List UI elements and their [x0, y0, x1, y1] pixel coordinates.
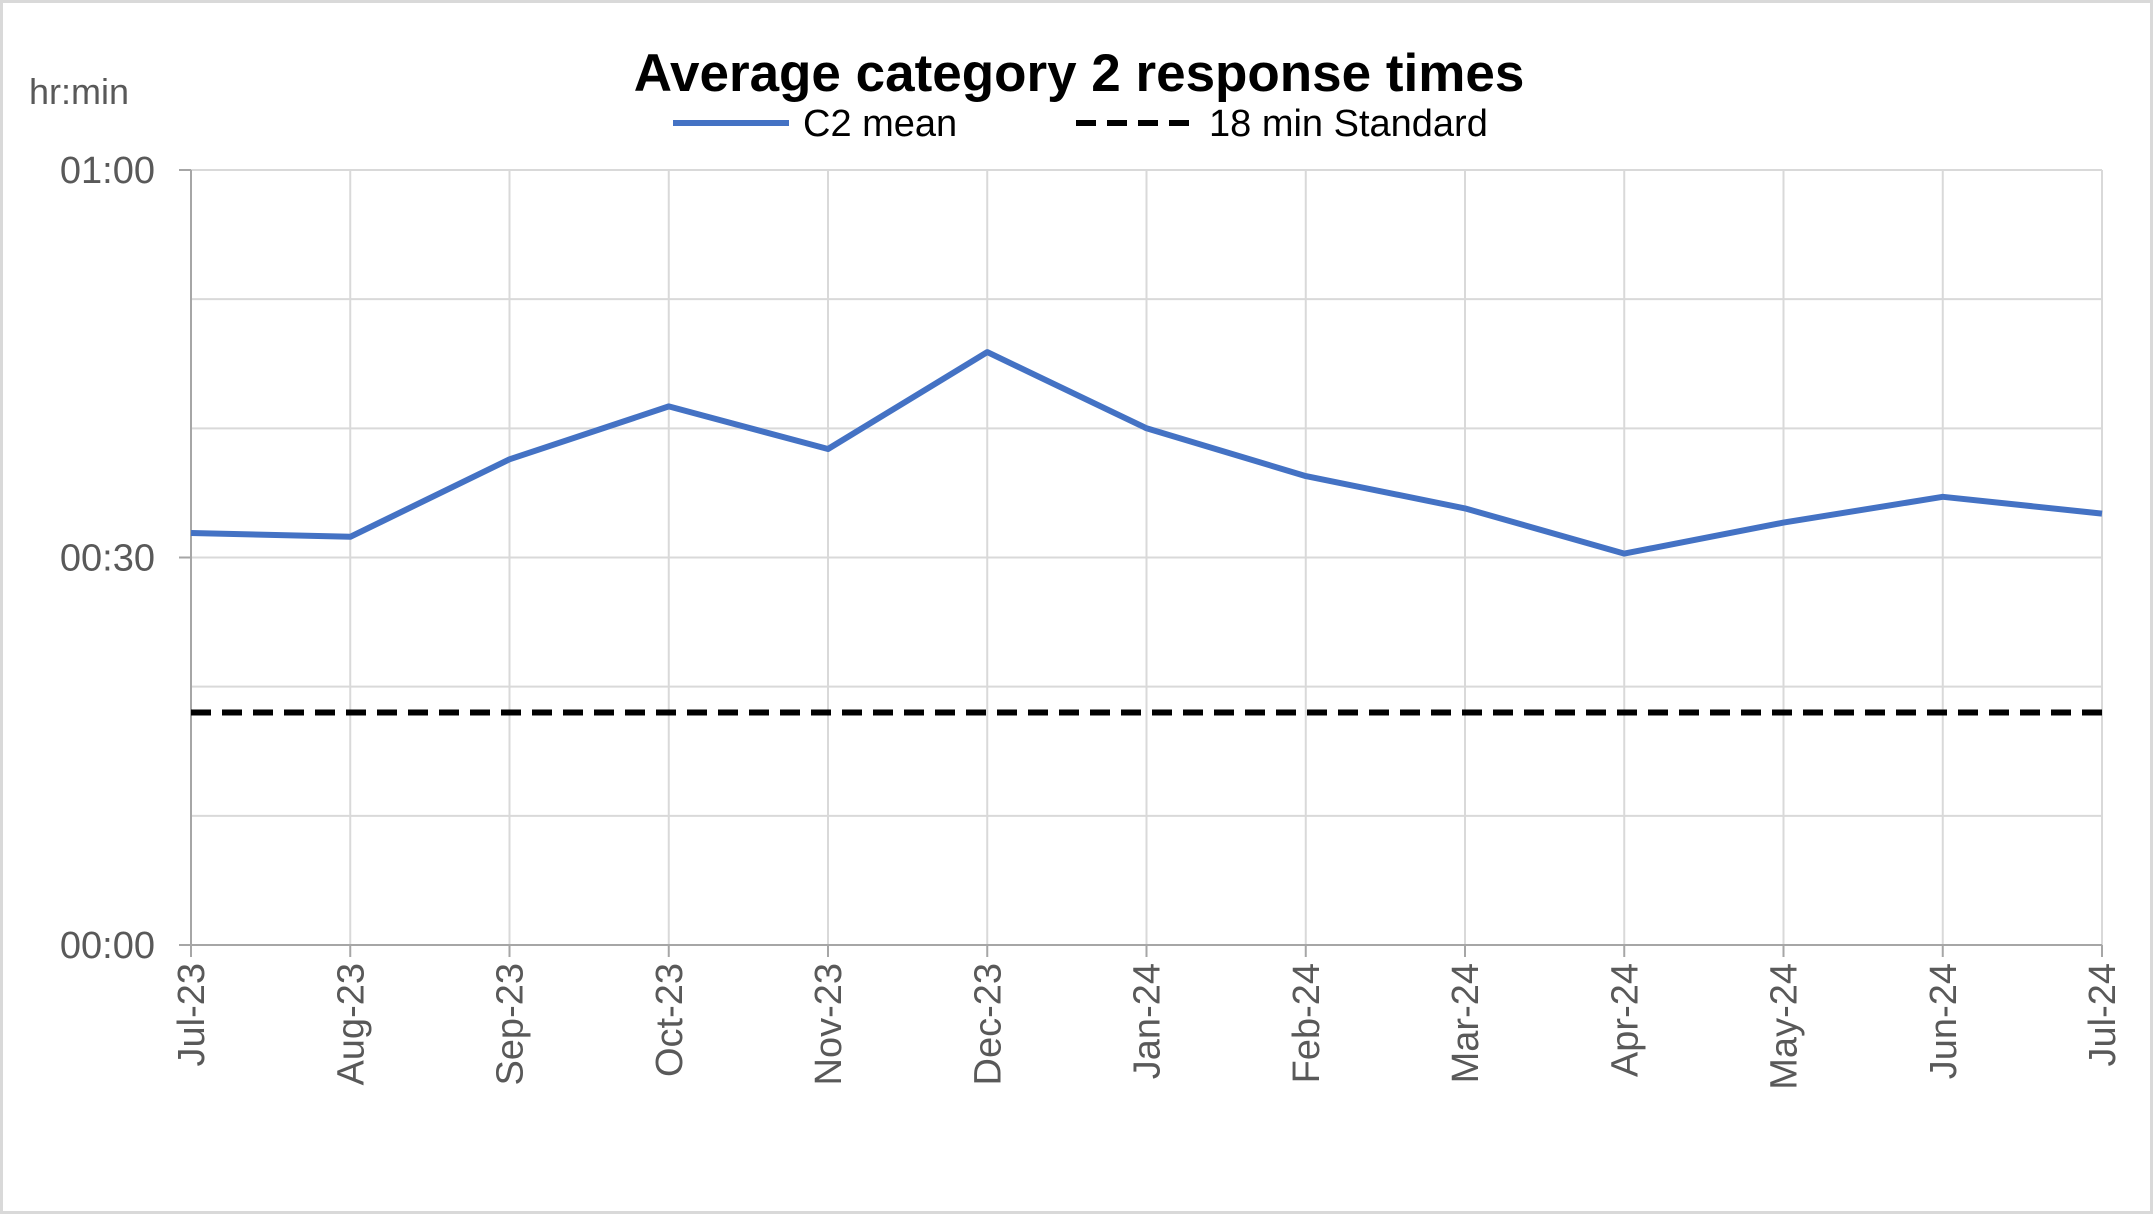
x-tick-label: Jan-24: [1127, 963, 1169, 1079]
x-tick-label: May-24: [1764, 963, 1806, 1090]
chart-title: Average category 2 response times: [634, 44, 1525, 103]
y-tick-label: 01:00: [60, 150, 155, 192]
legend: C2 mean 18 min Standard: [673, 103, 1488, 145]
x-tick-label: Sep-23: [490, 963, 532, 1086]
x-tick-label: Nov-23: [808, 963, 850, 1086]
x-tick-label: Jul-23: [171, 963, 213, 1067]
x-tick-label: Jun-24: [1923, 963, 1965, 1079]
x-tick-label: Apr-24: [1604, 963, 1646, 1077]
series-lines: [190, 349, 2103, 716]
legend-item-standard: 18 min Standard: [1076, 103, 1488, 145]
x-axis-ticks: Jul-23 Aug-23 Sep-23 Oct-23 Nov-23 Dec-23 Jan-…: [171, 945, 2124, 1090]
x-tick-label: Jul-24: [2082, 963, 2124, 1067]
x-tick-label: Oct-23: [649, 963, 691, 1077]
x-tick-label: Aug-23: [330, 963, 372, 1086]
gridlines: [191, 169, 2103, 945]
legend-label-standard: 18 min Standard: [1209, 103, 1488, 145]
legend-label-c2-mean: C2 mean: [803, 103, 957, 145]
y-axis-ticks: 00:00 00:30 01:00: [60, 150, 191, 967]
legend-item-c2-mean: C2 mean: [673, 103, 957, 145]
y-tick-label: 00:30: [60, 538, 155, 580]
x-tick-label: Mar-24: [1445, 963, 1487, 1083]
y-tick-label: 00:00: [60, 925, 155, 967]
x-tick-label: Feb-24: [1286, 963, 1328, 1083]
line-chart: Average category 2 response times hr:min…: [29, 44, 2124, 1090]
series-line-c2-mean: [190, 349, 2103, 557]
x-tick-label: Dec-23: [967, 963, 1009, 1086]
y-axis-unit-label: hr:min: [29, 71, 129, 112]
